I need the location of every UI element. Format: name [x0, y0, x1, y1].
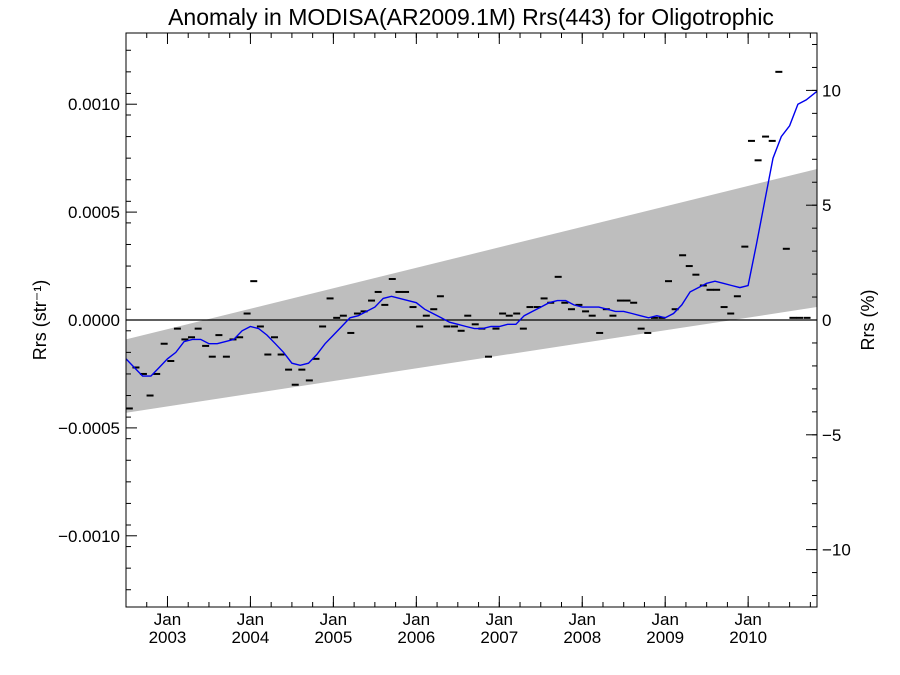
x-tick-label-month: Jan [320, 610, 347, 629]
x-tick-label-month: Jan [237, 610, 264, 629]
y-tick-label-left: −0.0005 [58, 419, 120, 438]
x-tick-label-year: 2007 [480, 628, 518, 647]
y-axis-label-left: Rrs (str⁻¹) [30, 280, 50, 360]
x-tick-label-year: 2005 [314, 628, 352, 647]
smoothed-line [125, 90, 818, 377]
x-tick-label-year: 2008 [563, 628, 601, 647]
y-tick-label-right: −5 [822, 426, 841, 445]
x-tick-label-month: Jan [651, 610, 678, 629]
y-tick-label-left: −0.0010 [58, 527, 120, 546]
y-tick-label-left: 0.0010 [68, 95, 120, 114]
x-tick-label-month: Jan [403, 610, 430, 629]
x-tick-label-year: 2006 [397, 628, 435, 647]
chart-title: Anomaly in MODISA(AR2009.1M) Rrs(443) fo… [168, 4, 774, 30]
y-tick-label-right: 0 [822, 311, 831, 330]
y-tick-label-right: −10 [822, 541, 851, 560]
plot-area: 0.0010 0.0005 0.0000 −0.0005 −0.0010 10 5 0 −5 −1… [58, 32, 851, 647]
uncertainty-band [126, 168, 817, 413]
x-tick-label-year: 2003 [149, 628, 187, 647]
y-tick-label-right: 10 [822, 81, 841, 100]
x-tick-label-year: 2009 [646, 628, 684, 647]
x-tick-label-month: Jan [569, 610, 596, 629]
x-tick-label-month: Jan [486, 610, 513, 629]
x-tick-label-year: 2004 [232, 628, 270, 647]
y-tick-label-left: 0.0000 [68, 311, 120, 330]
y-tick-label-right: 5 [822, 196, 831, 215]
x-tick-label-year: 2010 [729, 628, 767, 647]
x-tick-label-month: Jan [154, 610, 181, 629]
y-tick-label-left: 0.0005 [68, 203, 120, 222]
y-axis-label-right: Rrs (%) [858, 290, 878, 351]
x-tick-label-month: Jan [734, 610, 761, 629]
